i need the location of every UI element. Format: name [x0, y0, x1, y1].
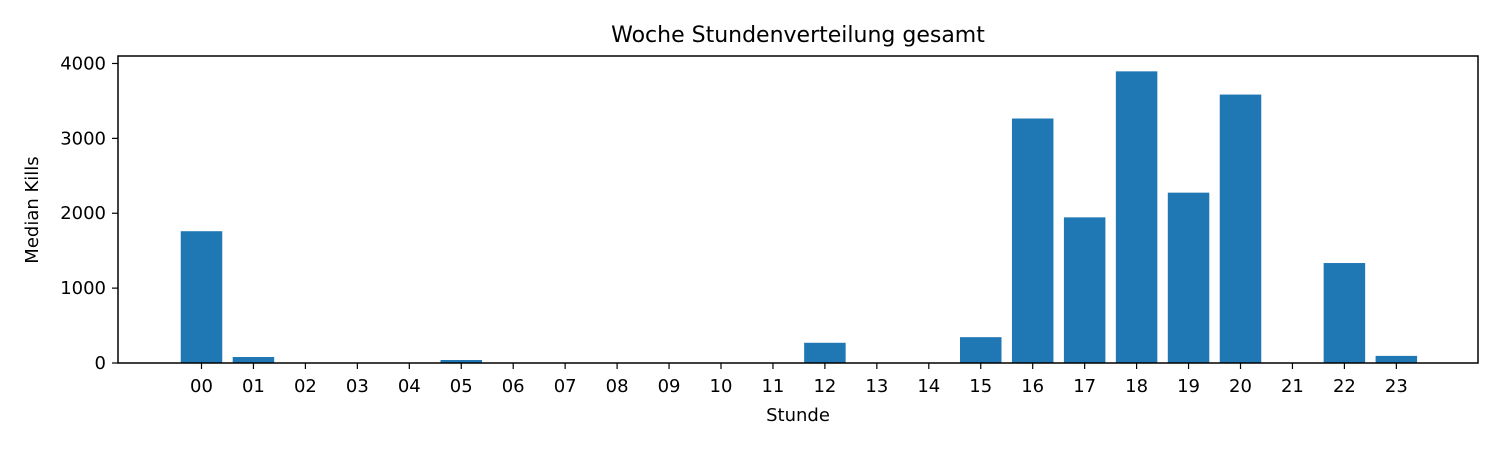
x-tick-label: 07	[554, 376, 577, 397]
bar-12	[804, 342, 846, 363]
x-tick-label: 20	[1229, 376, 1252, 397]
x-tick-label: 09	[658, 376, 681, 397]
y-tick-label: 3000	[60, 128, 106, 149]
x-axis-label: Stunde	[766, 405, 830, 426]
bar-22	[1323, 263, 1366, 363]
bar-05	[440, 360, 482, 363]
x-tick-label: 18	[1125, 376, 1148, 397]
bar-01	[232, 357, 275, 363]
x-axis-ticks: 00 01 02 03 04 05 06 07 08 09 10 11 12 13 14 15 16 17 18 19…	[190, 363, 1408, 397]
y-axis-label: Median Kills	[22, 156, 43, 263]
x-tick-label: 23	[1385, 376, 1408, 397]
chart-title: Woche Stundenverteilung gesamt	[611, 23, 985, 48]
x-tick-label: 12	[813, 376, 836, 397]
y-axis-ticks: 0 1000 2000 3000 4000	[60, 53, 118, 374]
x-tick-label: 21	[1281, 376, 1304, 397]
y-tick-label: 0	[95, 353, 106, 374]
x-tick-label: 19	[1177, 376, 1200, 397]
bar-16	[1011, 118, 1054, 364]
bar-17	[1063, 217, 1106, 363]
x-tick-label: 05	[450, 376, 473, 397]
bar-23	[1375, 355, 1418, 363]
bars-group	[180, 71, 1418, 364]
bar-00	[180, 231, 223, 363]
x-tick-label: 13	[865, 376, 888, 397]
x-tick-label: 17	[1073, 376, 1096, 397]
y-tick-label: 2000	[60, 203, 106, 224]
x-tick-label: 02	[294, 376, 317, 397]
bar-19	[1167, 192, 1210, 363]
bar-15	[960, 337, 1002, 363]
x-tick-label: 04	[398, 376, 421, 397]
bar-18	[1115, 71, 1158, 363]
y-tick-label: 1000	[60, 278, 106, 299]
x-tick-label: 08	[606, 376, 629, 397]
bar-20	[1219, 94, 1262, 363]
x-tick-label: 01	[242, 376, 265, 397]
x-tick-label: 14	[917, 376, 940, 397]
x-tick-label: 11	[761, 376, 784, 397]
x-tick-label: 15	[969, 376, 992, 397]
x-tick-label: 06	[502, 376, 525, 397]
x-tick-label: 22	[1333, 376, 1356, 397]
x-tick-label: 03	[346, 376, 369, 397]
y-tick-label: 4000	[60, 53, 106, 74]
x-tick-label: 16	[1021, 376, 1044, 397]
x-tick-label: 10	[710, 376, 733, 397]
x-tick-label: 00	[190, 376, 213, 397]
plot-frame	[117, 55, 1479, 364]
